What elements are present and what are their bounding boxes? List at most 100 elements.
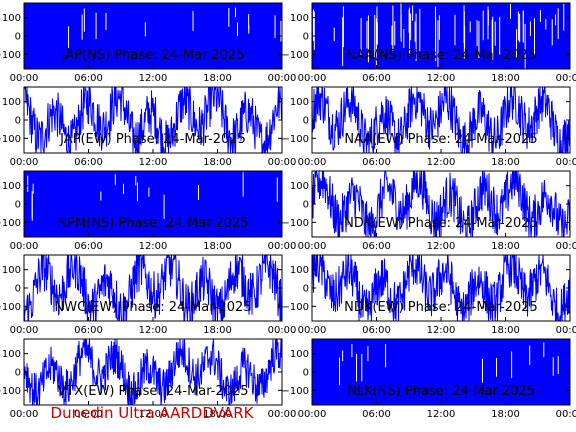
x-tick-label: 06:00 [362, 241, 391, 252]
y-tick-label: −100 [0, 302, 21, 313]
signal-line [24, 87, 282, 153]
signal-trace [312, 255, 570, 321]
signal-trace [24, 255, 282, 321]
x-tick-label: 00:00 [10, 325, 39, 336]
phase-panel: 100 0 −100 00:00 06:00 12:00 18:00 00:00 VTX(EW)… [0, 338, 297, 420]
y-tick-label: 0 [303, 200, 309, 211]
y-tick-label: 0 [303, 284, 309, 295]
signal-trace [24, 171, 282, 237]
panel-title: VTX(EW) Phase: 24-Mar-2025 [57, 384, 248, 399]
x-tick-label: 12:00 [139, 241, 168, 252]
y-tick-label: −100 [0, 134, 21, 145]
x-tick-label: 00:00 [268, 241, 297, 252]
y-tick-label: 0 [15, 200, 21, 211]
y-tick-label: −100 [282, 50, 309, 61]
signal-trace [312, 87, 570, 153]
x-tick-label: 18:00 [203, 325, 232, 336]
panel-title: JAP(NS) Phase: 24-Mar-2025 [61, 48, 245, 63]
x-tick-label: 06:00 [74, 241, 103, 252]
signal-trace [312, 3, 570, 69]
y-tick-label: −100 [282, 218, 309, 229]
y-tick-label: 100 [2, 265, 21, 276]
y-tick-label: 0 [303, 368, 309, 379]
panel-title: NWC(EW) Phase: 24-Mar-2025 [54, 300, 251, 315]
y-tick-label: 100 [290, 97, 309, 108]
x-tick-label: 18:00 [491, 409, 520, 420]
x-tick-label: 18:00 [203, 73, 232, 84]
x-tick-label: 18:00 [203, 157, 232, 168]
x-tick-label: 12:00 [427, 325, 456, 336]
x-tick-label: 12:00 [139, 157, 168, 168]
phase-panel: 100 0 −100 00:00 06:00 12:00 18:00 00:00 NAA(NS)… [282, 2, 576, 84]
signal-fill [24, 3, 282, 69]
x-tick-label: 00:00 [298, 325, 327, 336]
x-tick-label: 00:00 [556, 409, 576, 420]
panel-title: NAA(EW) Phase: 24-Mar-2025 [344, 132, 537, 147]
x-tick-label: 00:00 [298, 241, 327, 252]
footer-label: Dunedin Ultra AARDDVARK [50, 404, 254, 422]
y-tick-label: −100 [0, 50, 21, 61]
phase-panel: 100 0 −100 00:00 06:00 12:00 18:00 00:00 JAP(EW)… [0, 86, 296, 168]
y-tick-label: 0 [15, 368, 21, 379]
x-tick-label: 18:00 [203, 409, 232, 420]
y-tick-label: −100 [0, 386, 21, 397]
x-tick-label: 06:00 [74, 325, 103, 336]
phase-panel: 100 0 −100 00:00 06:00 12:00 18:00 00:00 JAP(NS)… [0, 2, 296, 84]
phase-panel: 100 0 −100 00:00 06:00 12:00 18:00 00:00 NPM(NS)… [0, 170, 297, 252]
x-tick-label: 12:00 [139, 325, 168, 336]
y-tick-label: 100 [2, 97, 21, 108]
signal-line [24, 255, 282, 321]
x-tick-label: 00:00 [268, 325, 297, 336]
phase-panel: 100 0 −100 00:00 06:00 12:00 18:00 00:00 NLK(NS)… [282, 338, 576, 420]
panel-title: NAA(NS) Phase: 24-Mar-2025 [346, 48, 536, 63]
phase-panel: 100 0 −100 00:00 06:00 12:00 18:00 00:00 NDK(EW)… [282, 170, 576, 252]
x-tick-label: 12:00 [427, 73, 456, 84]
x-tick-label: 00:00 [268, 409, 297, 420]
x-tick-label: 00:00 [10, 73, 39, 84]
x-tick-label: 18:00 [491, 157, 520, 168]
x-tick-label: 18:00 [491, 325, 520, 336]
x-tick-label: 00:00 [298, 409, 327, 420]
x-tick-label: 06:00 [362, 325, 391, 336]
x-tick-label: 00:00 [556, 241, 576, 252]
x-tick-label: 06:00 [362, 73, 391, 84]
signal-line [312, 87, 570, 153]
x-tick-label: 18:00 [491, 73, 520, 84]
y-tick-label: 0 [303, 32, 309, 43]
x-tick-label: 00:00 [10, 157, 39, 168]
y-tick-label: 0 [303, 116, 309, 127]
x-tick-label: 00:00 [556, 73, 576, 84]
y-tick-label: 100 [290, 265, 309, 276]
y-tick-label: 100 [290, 181, 309, 192]
x-tick-label: 06:00 [74, 157, 103, 168]
phase-panel: 100 0 −100 00:00 06:00 12:00 18:00 00:00 NAA(EW)… [282, 86, 576, 168]
x-tick-label: 06:00 [74, 73, 103, 84]
y-tick-label: 0 [15, 116, 21, 127]
signal-trace [24, 87, 282, 153]
x-tick-label: 18:00 [491, 241, 520, 252]
phase-panel: 100 0 −100 00:00 06:00 12:00 18:00 00:00 NDK(EW)… [282, 254, 576, 336]
x-tick-label: 12:00 [427, 409, 456, 420]
y-tick-label: 100 [290, 349, 309, 360]
signal-fill [24, 171, 282, 237]
signal-trace [24, 3, 282, 69]
signal-trace [24, 339, 282, 405]
x-tick-label: 12:00 [427, 157, 456, 168]
x-tick-label: 00:00 [10, 241, 39, 252]
x-tick-label: 06:00 [74, 409, 103, 420]
signal-fill [312, 3, 570, 69]
x-tick-label: 00:00 [10, 409, 39, 420]
x-tick-label: 00:00 [556, 157, 576, 168]
y-tick-label: −100 [0, 218, 21, 229]
x-tick-label: 00:00 [556, 325, 576, 336]
x-tick-label: 18:00 [203, 241, 232, 252]
x-tick-label: 00:00 [298, 157, 327, 168]
panel-title: NDK(EW) Phase: 24-Mar-2025 [344, 300, 538, 315]
panel-title: NLK(NS) Phase: 24-Mar-2025 [347, 384, 535, 399]
y-tick-label: −100 [282, 134, 309, 145]
x-tick-label: 06:00 [362, 157, 391, 168]
y-tick-label: 100 [2, 181, 21, 192]
x-tick-label: 00:00 [298, 73, 327, 84]
